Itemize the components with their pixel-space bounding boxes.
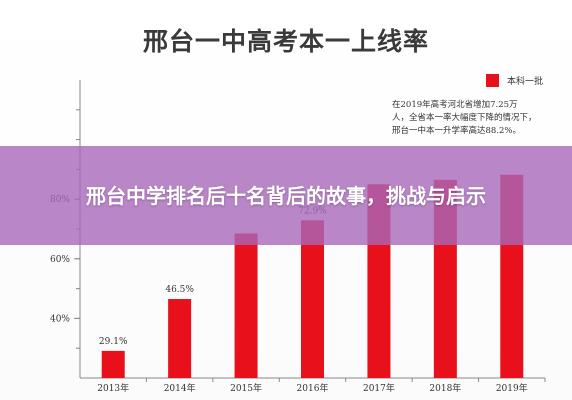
y-tick-label: 40% xyxy=(50,314,70,324)
headline-banner: 邢台中学排名后十名背后的故事，挑战与启示 xyxy=(0,146,572,245)
legend-swatch xyxy=(486,74,499,87)
y-tick-label: 60% xyxy=(50,255,70,265)
chart-title: 邢台一中高考本一上线率 xyxy=(142,27,429,56)
bar xyxy=(101,350,125,378)
x-tick-label: 2019年 xyxy=(496,382,528,394)
bar xyxy=(301,220,324,378)
bar xyxy=(234,233,258,378)
x-tick-label: 2014年 xyxy=(164,382,196,394)
x-tick-label: 2016年 xyxy=(297,382,329,394)
note-line: 邢台一中本一升学率高达88.2%。 xyxy=(392,126,522,136)
x-tick-label: 2017年 xyxy=(363,382,395,394)
data-label: 29.1% xyxy=(99,337,128,347)
legend-label: 本科一批 xyxy=(507,77,544,87)
chart-note: 在2019年高考河北省增加7.25万 人，全省本一率大幅度下降的情况下， 邢台一… xyxy=(392,99,564,138)
x-tick-label: 2013年 xyxy=(97,382,129,394)
x-tick-label: 2015年 xyxy=(230,382,262,394)
data-label: 46.5% xyxy=(165,285,194,295)
x-tick-label: 2018年 xyxy=(429,382,461,394)
note-line: 在2019年高考河北省增加7.25万 xyxy=(392,100,518,110)
headline-text: 邢台中学排名后十名背后的故事，挑战与启示 xyxy=(86,183,486,208)
legend: 本科一批 xyxy=(486,74,543,87)
bar xyxy=(168,299,192,378)
note-line: 人，全省本一率大幅度下降的情况下， xyxy=(392,113,537,123)
